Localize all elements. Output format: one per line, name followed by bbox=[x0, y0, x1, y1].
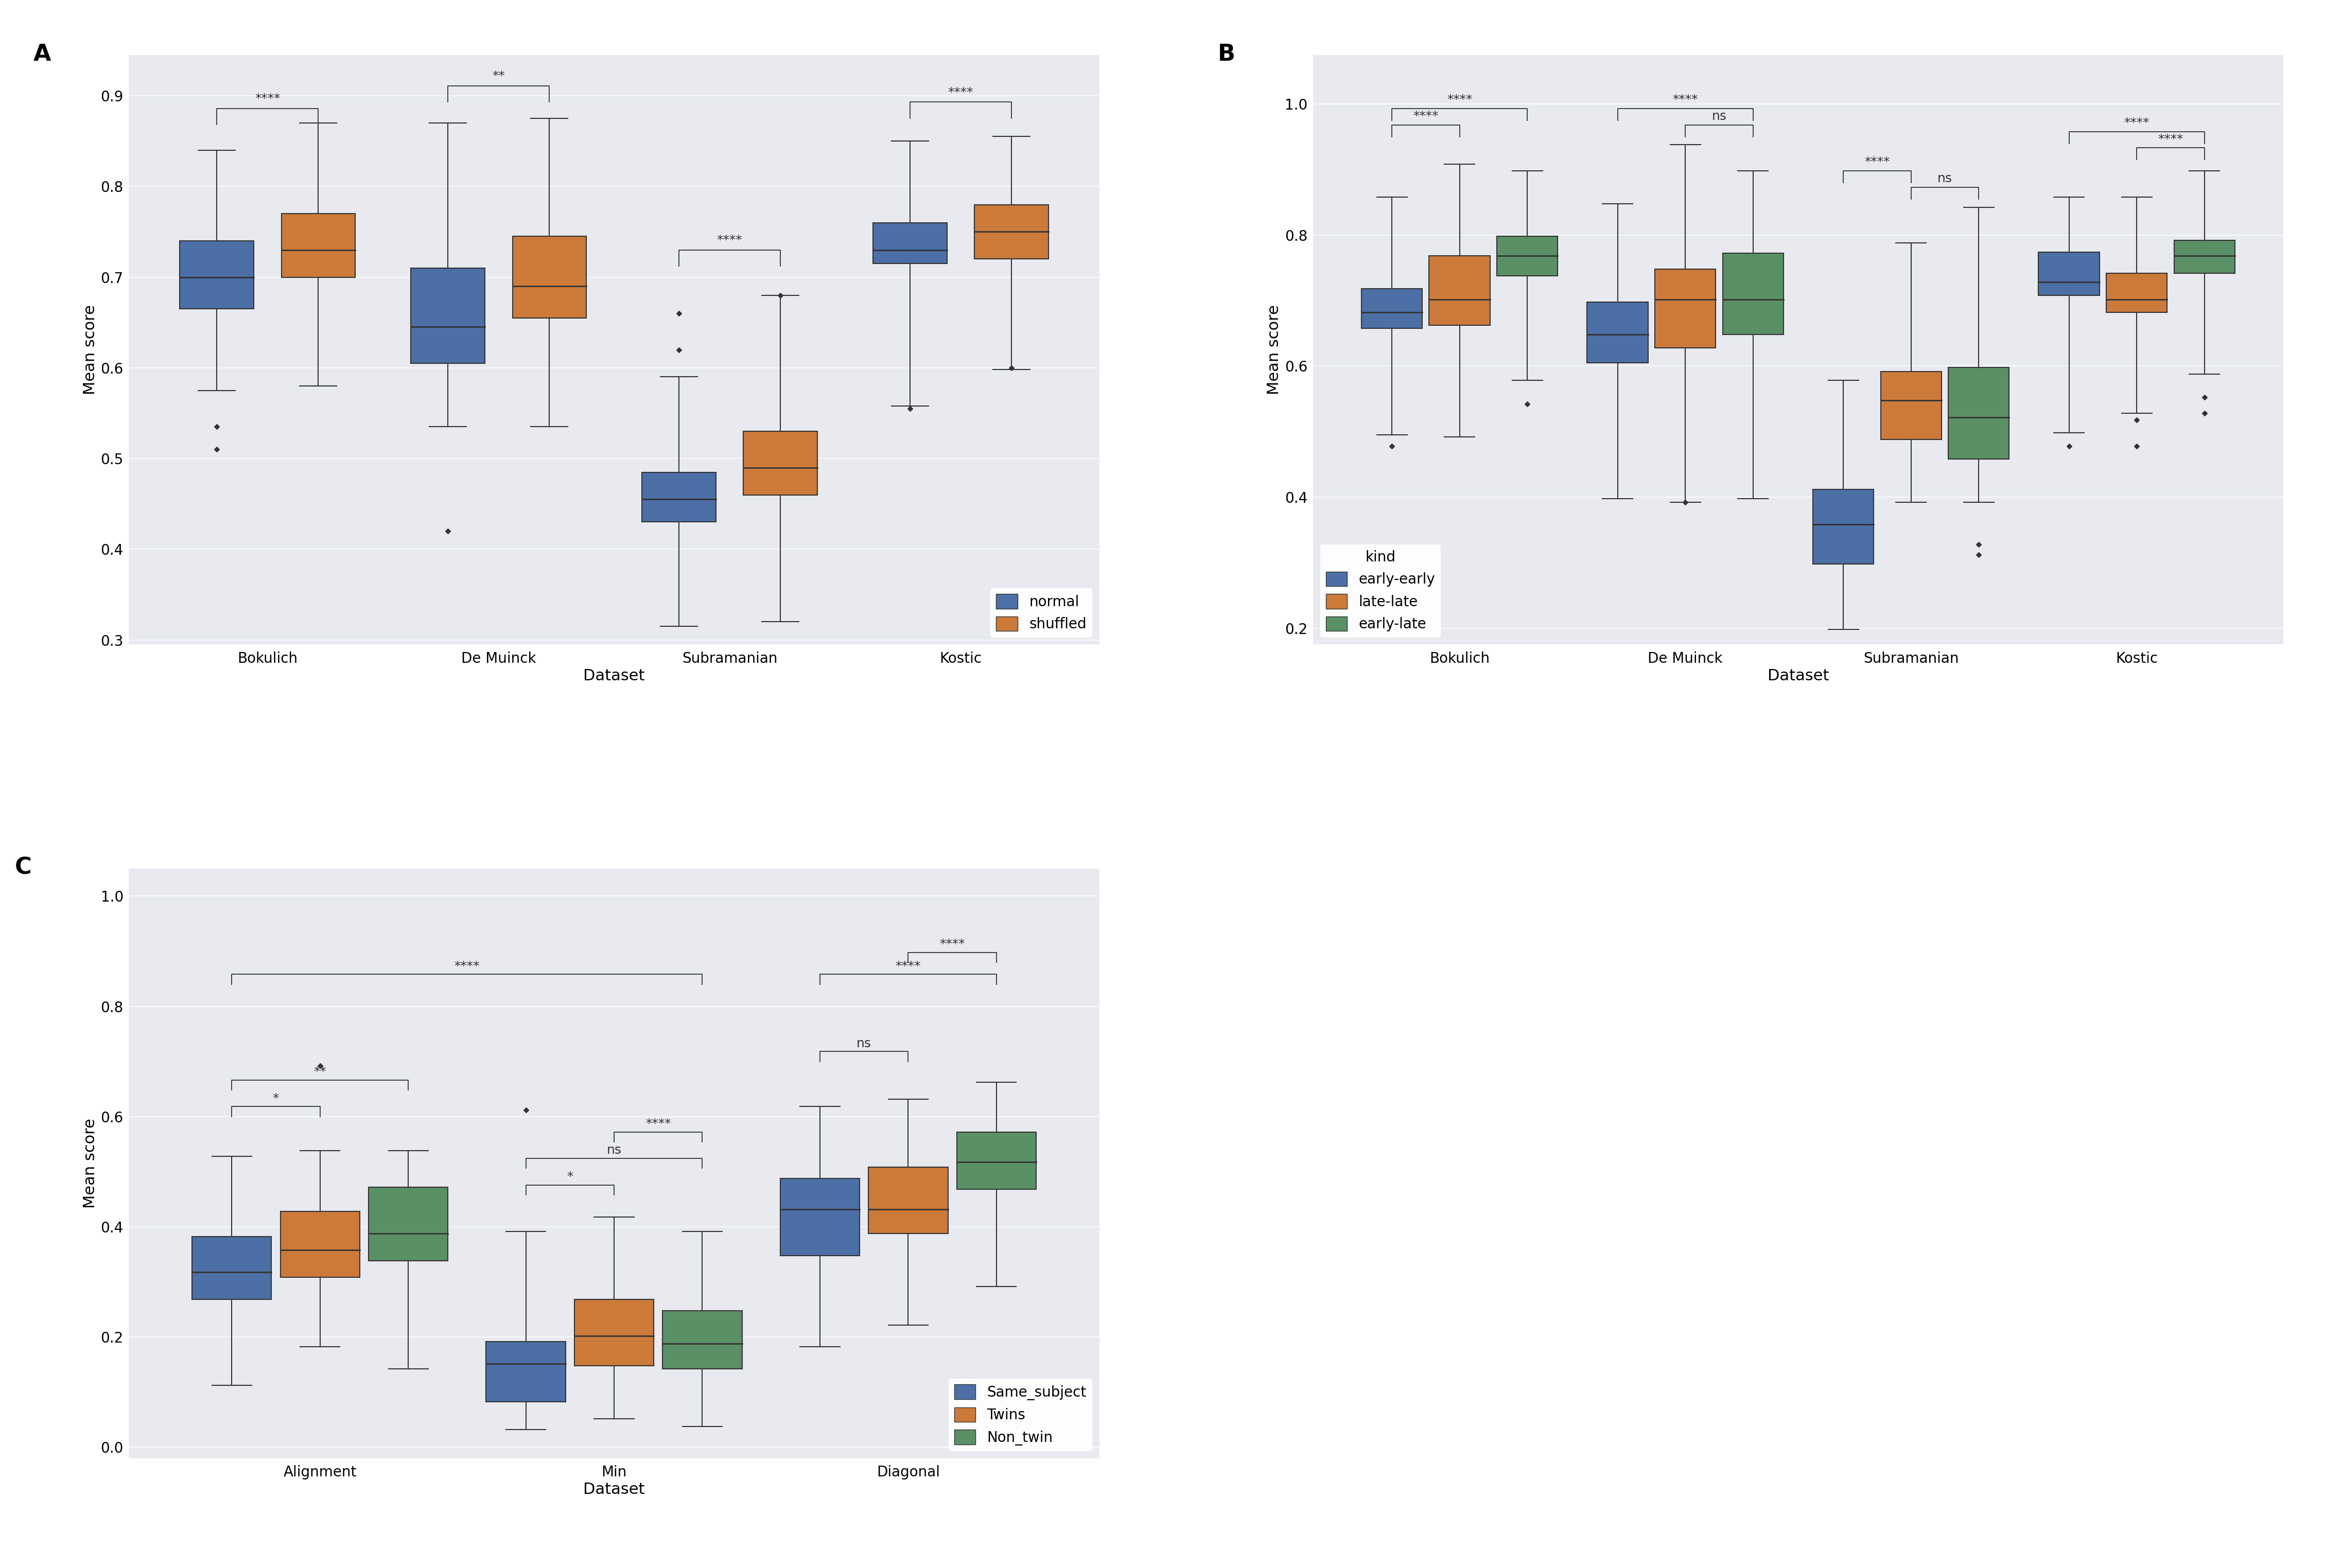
X-axis label: Dataset: Dataset bbox=[583, 1482, 644, 1497]
Legend: normal, shuffled: normal, shuffled bbox=[991, 588, 1091, 637]
Text: A: A bbox=[33, 42, 52, 66]
Bar bbox=[958, 1132, 1035, 1189]
Bar bbox=[180, 241, 253, 309]
Text: B: B bbox=[1218, 42, 1234, 66]
Legend: early-early, late-late, early-late: early-early, late-late, early-late bbox=[1321, 544, 1440, 637]
Text: ****: **** bbox=[646, 1118, 670, 1131]
Text: **: ** bbox=[492, 71, 506, 83]
Bar bbox=[1588, 303, 1649, 362]
Bar bbox=[1429, 256, 1490, 326]
Bar bbox=[1361, 289, 1422, 328]
Text: ****: **** bbox=[454, 960, 480, 972]
Text: ns: ns bbox=[607, 1145, 621, 1157]
Text: ns: ns bbox=[1937, 172, 1953, 185]
Text: ****: **** bbox=[2124, 118, 2150, 129]
Bar bbox=[513, 237, 586, 318]
Text: ns: ns bbox=[857, 1036, 871, 1049]
Text: C: C bbox=[14, 856, 33, 880]
Text: ****: **** bbox=[2157, 133, 2183, 146]
Bar bbox=[487, 1341, 564, 1402]
Bar bbox=[1497, 237, 1557, 276]
Text: ****: **** bbox=[1447, 94, 1473, 107]
Text: ****: **** bbox=[895, 960, 920, 972]
Text: ns: ns bbox=[1712, 110, 1726, 122]
Bar bbox=[281, 1212, 361, 1278]
Bar bbox=[1656, 270, 1717, 348]
X-axis label: Dataset: Dataset bbox=[583, 668, 644, 684]
Bar bbox=[780, 1178, 860, 1256]
Text: ****: **** bbox=[939, 938, 965, 950]
Text: **: ** bbox=[314, 1066, 326, 1079]
Y-axis label: Mean score: Mean score bbox=[82, 304, 98, 395]
Text: ****: **** bbox=[949, 86, 974, 99]
Bar bbox=[1949, 367, 2009, 459]
Text: ****: **** bbox=[1864, 157, 1890, 168]
Text: ****: **** bbox=[255, 93, 281, 105]
Bar bbox=[642, 472, 717, 522]
Bar bbox=[874, 223, 946, 263]
Bar bbox=[1813, 489, 1874, 564]
Text: *: * bbox=[272, 1093, 279, 1105]
Bar bbox=[368, 1187, 447, 1261]
Bar bbox=[2038, 252, 2098, 295]
Bar bbox=[974, 204, 1049, 259]
Bar bbox=[2105, 273, 2166, 312]
Text: *: * bbox=[567, 1171, 574, 1182]
Y-axis label: Mean score: Mean score bbox=[1267, 304, 1281, 395]
Bar bbox=[1881, 372, 1942, 439]
Bar bbox=[1724, 254, 1785, 334]
Bar bbox=[2173, 240, 2234, 273]
Text: ****: **** bbox=[1412, 110, 1438, 122]
Text: ****: **** bbox=[717, 234, 742, 246]
Bar bbox=[192, 1237, 272, 1300]
Bar bbox=[410, 268, 485, 364]
Text: ****: **** bbox=[1672, 94, 1698, 107]
Bar bbox=[574, 1300, 653, 1366]
Legend: Same_subject, Twins, Non_twin: Same_subject, Twins, Non_twin bbox=[949, 1378, 1091, 1450]
X-axis label: Dataset: Dataset bbox=[1768, 668, 1829, 684]
Y-axis label: Mean score: Mean score bbox=[82, 1118, 98, 1209]
Bar bbox=[742, 431, 817, 495]
Bar bbox=[869, 1167, 949, 1234]
Bar bbox=[663, 1311, 742, 1369]
Bar bbox=[281, 213, 356, 278]
